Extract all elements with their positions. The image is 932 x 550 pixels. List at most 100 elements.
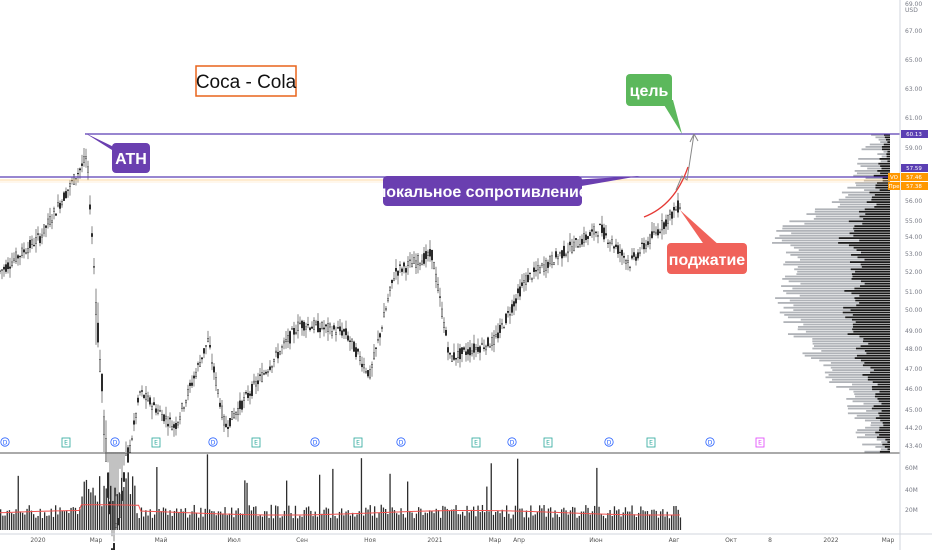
volume-profile-bar-dark <box>875 184 890 187</box>
volume-bar <box>321 513 323 530</box>
candle-body <box>96 322 99 343</box>
candle-body <box>411 263 414 268</box>
volume-bar <box>506 505 508 530</box>
candle-body <box>463 347 466 350</box>
volume-profile-bar-dark <box>879 158 890 160</box>
candle-body <box>517 288 520 294</box>
volume-bar <box>462 511 464 530</box>
volume-bar <box>349 515 352 530</box>
volume-bar <box>301 516 303 530</box>
volume-bar <box>345 511 347 530</box>
volume-bar <box>4 515 6 530</box>
volume-bar <box>554 510 556 530</box>
candle-body <box>82 156 85 163</box>
volume-profile-bar <box>847 407 872 410</box>
dividend-marker-label: D <box>313 440 318 447</box>
candle-body <box>43 224 46 234</box>
volume-bar <box>585 505 587 530</box>
price-tick-label: 65.00 <box>905 57 922 64</box>
volume-profile-bar <box>846 398 878 400</box>
candle-body <box>94 302 97 316</box>
candle-body <box>148 397 151 405</box>
candle-body <box>649 234 652 244</box>
annotation-target-label: цель <box>630 83 669 100</box>
volume-bar <box>574 507 576 530</box>
volume-bar <box>488 511 490 530</box>
volume-bar <box>594 505 596 530</box>
candle-body <box>39 236 42 244</box>
candle-body <box>78 168 81 171</box>
volume-bar <box>226 515 228 530</box>
volume-profile-bar-dark <box>879 426 890 429</box>
volume-profile-bar <box>788 280 861 283</box>
volume-profile-bar-dark <box>855 299 890 302</box>
volume-bar <box>105 488 107 530</box>
earnings-marker <box>353 437 363 448</box>
volume-profile-bar <box>812 347 856 350</box>
volume-profile-bar-dark <box>850 268 890 271</box>
candle-body <box>533 267 536 272</box>
volume-bar <box>279 517 281 530</box>
volume-bar <box>501 509 503 530</box>
volume-profile-bar <box>787 316 846 319</box>
volume-profile-bar-dark <box>862 222 890 225</box>
candle-body <box>641 242 644 244</box>
price-tick-label: 55.00 <box>905 218 922 225</box>
candle-body <box>267 371 270 373</box>
volume-profile-bar-dark <box>860 285 890 287</box>
volume-profile-bar <box>772 242 839 244</box>
candle-body <box>293 328 296 335</box>
volume-bar <box>173 511 176 530</box>
volume-profile-bar <box>875 446 885 448</box>
volume-profile-bar-dark <box>882 179 890 182</box>
price-tick-label: 43.40 <box>905 443 922 450</box>
candle-body <box>421 260 424 266</box>
volume-bar <box>677 509 679 530</box>
candle-body <box>539 267 542 274</box>
candle-body <box>659 231 662 233</box>
candle-body <box>501 323 504 325</box>
volume-profile-bar <box>824 371 871 374</box>
volume-bar <box>217 511 220 530</box>
candle-body <box>527 274 530 283</box>
candle-body <box>128 445 131 453</box>
volume-bar <box>565 510 567 530</box>
candle-body <box>405 268 408 273</box>
volume-bar <box>543 505 545 530</box>
volume-bar <box>426 513 429 530</box>
volume-profile-bar-dark <box>864 350 890 352</box>
candle-body <box>593 226 596 235</box>
volume-profile-bar-dark <box>875 431 890 434</box>
volume-profile-bar-dark <box>875 417 890 419</box>
candle-body <box>204 345 207 347</box>
dividend-marker-label: D <box>399 440 404 447</box>
price-label-prefix: Пре <box>888 184 900 190</box>
volume-profile-bar-dark <box>862 364 890 367</box>
volume-bar <box>330 517 332 530</box>
volume-bar <box>204 508 206 530</box>
candle-body <box>98 359 101 372</box>
candle-body <box>419 263 422 266</box>
candle-body <box>461 347 464 355</box>
volume-profile-bar-dark <box>885 438 890 441</box>
volume-bar <box>547 508 550 530</box>
volume-profile-bar <box>830 366 871 369</box>
candle-body <box>359 356 362 361</box>
volume-bar <box>198 517 200 530</box>
candle-body <box>403 262 406 267</box>
volume-profile-bar-dark <box>852 275 890 278</box>
volume-bar <box>248 505 250 530</box>
volume-profile-bar-dark <box>865 213 890 215</box>
volume-profile-bar-dark <box>876 436 890 439</box>
volume-profile-bar-dark <box>848 244 890 247</box>
volume-profile-bar-dark <box>853 227 890 230</box>
volume-bar <box>358 511 360 530</box>
volume-bar <box>629 511 631 530</box>
volume-moving-average <box>0 504 680 516</box>
volume-bar <box>550 507 552 530</box>
candle-body <box>90 233 93 237</box>
volume-profile-bar <box>852 400 879 403</box>
volume-profile-bar <box>875 136 885 139</box>
volume-profile-bar-dark <box>864 362 890 364</box>
